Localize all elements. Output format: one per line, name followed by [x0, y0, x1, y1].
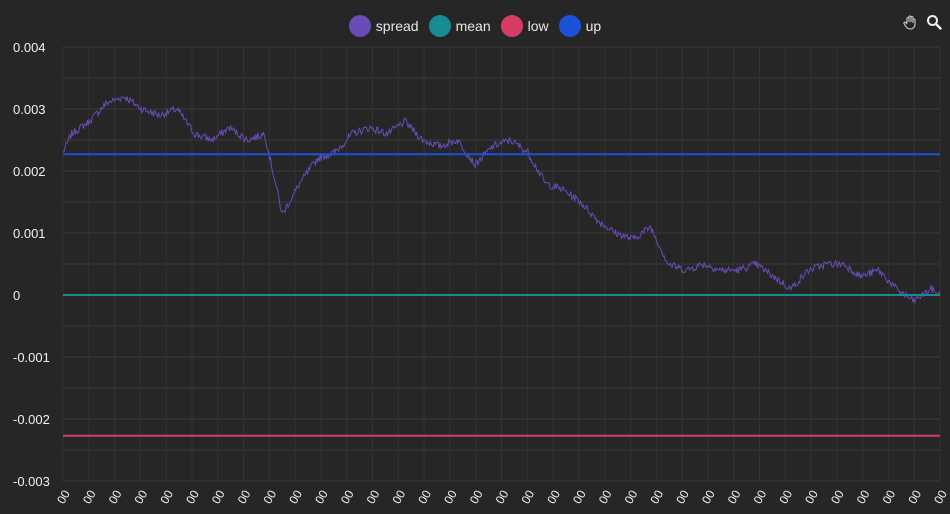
- x-tick-label: 00: [441, 487, 460, 506]
- x-tick-label: 00: [647, 487, 666, 506]
- x-tick-label: 00: [673, 487, 692, 506]
- x-tick-label: 00: [260, 487, 279, 506]
- legend-item-mean[interactable]: mean: [428, 15, 491, 37]
- x-tick-label: 00: [854, 487, 873, 506]
- x-tick-label: 00: [622, 487, 641, 506]
- y-tick-label: -0.003: [13, 474, 50, 489]
- x-tick-label: 00: [364, 487, 383, 506]
- y-tick-label: -0.001: [13, 350, 50, 365]
- legend-swatch-spread: [348, 15, 371, 37]
- legend-item-up[interactable]: up: [558, 15, 602, 37]
- y-tick-label: 0.001: [13, 226, 46, 241]
- x-tick-label: 00: [751, 487, 770, 506]
- x-tick-label: 00: [467, 487, 486, 506]
- x-tick-label: 00: [389, 487, 408, 506]
- hand-icon[interactable]: [902, 14, 918, 30]
- x-tick-label: 00: [338, 487, 357, 506]
- x-tick-label: 00: [776, 487, 795, 506]
- x-tick-label: 00: [905, 487, 924, 506]
- legend-item-spread[interactable]: spread: [348, 15, 419, 37]
- y-tick-label: 0.002: [13, 164, 46, 179]
- x-tick-label: 00: [183, 487, 202, 506]
- x-tick-label: 00: [596, 487, 615, 506]
- legend-label-low: low: [527, 18, 549, 34]
- x-tick-label: 00: [235, 487, 254, 506]
- x-tick-label: 00: [570, 487, 589, 506]
- series-spread-line: [62, 96, 941, 305]
- legend-label-up: up: [585, 18, 602, 34]
- x-tick-label: 00: [157, 487, 176, 506]
- x-tick-label: 00: [286, 487, 305, 506]
- legend: spread mean low up: [0, 15, 950, 37]
- legend-label-mean: mean: [455, 18, 491, 34]
- x-tick-label: 00: [209, 487, 228, 506]
- x-tick-label: 00: [931, 487, 950, 506]
- x-tick-label: 00: [544, 487, 563, 506]
- x-tick-label: 00: [493, 487, 512, 506]
- x-tick-label: 00: [312, 487, 331, 506]
- y-tick-label: 0.003: [13, 102, 46, 117]
- x-tick-label: 00: [106, 487, 125, 506]
- y-tick-label: 0: [13, 288, 20, 303]
- x-tick-label: 00: [725, 487, 744, 506]
- x-tick-label: 00: [828, 487, 847, 506]
- x-tick-label: 00: [880, 487, 899, 506]
- x-tick-label: 00: [518, 487, 537, 506]
- legend-item-low[interactable]: low: [500, 15, 549, 37]
- search-icon[interactable]: [926, 14, 942, 30]
- y-tick-label: 0.004: [13, 40, 46, 55]
- x-tick-label: 00: [699, 487, 718, 506]
- legend-swatch-mean: [428, 15, 451, 37]
- legend-swatch-up: [558, 15, 581, 37]
- legend-swatch-low: [500, 15, 523, 37]
- x-tick-label: 00: [415, 487, 434, 506]
- legend-label-spread: spread: [375, 18, 419, 34]
- x-tick-label: 00: [132, 487, 151, 506]
- x-tick-label: 00: [80, 487, 99, 506]
- x-tick-label: 00: [802, 487, 821, 506]
- x-tick-label: 00: [54, 487, 73, 506]
- y-tick-label: -0.002: [13, 412, 50, 427]
- chart-toolbar: [902, 14, 942, 30]
